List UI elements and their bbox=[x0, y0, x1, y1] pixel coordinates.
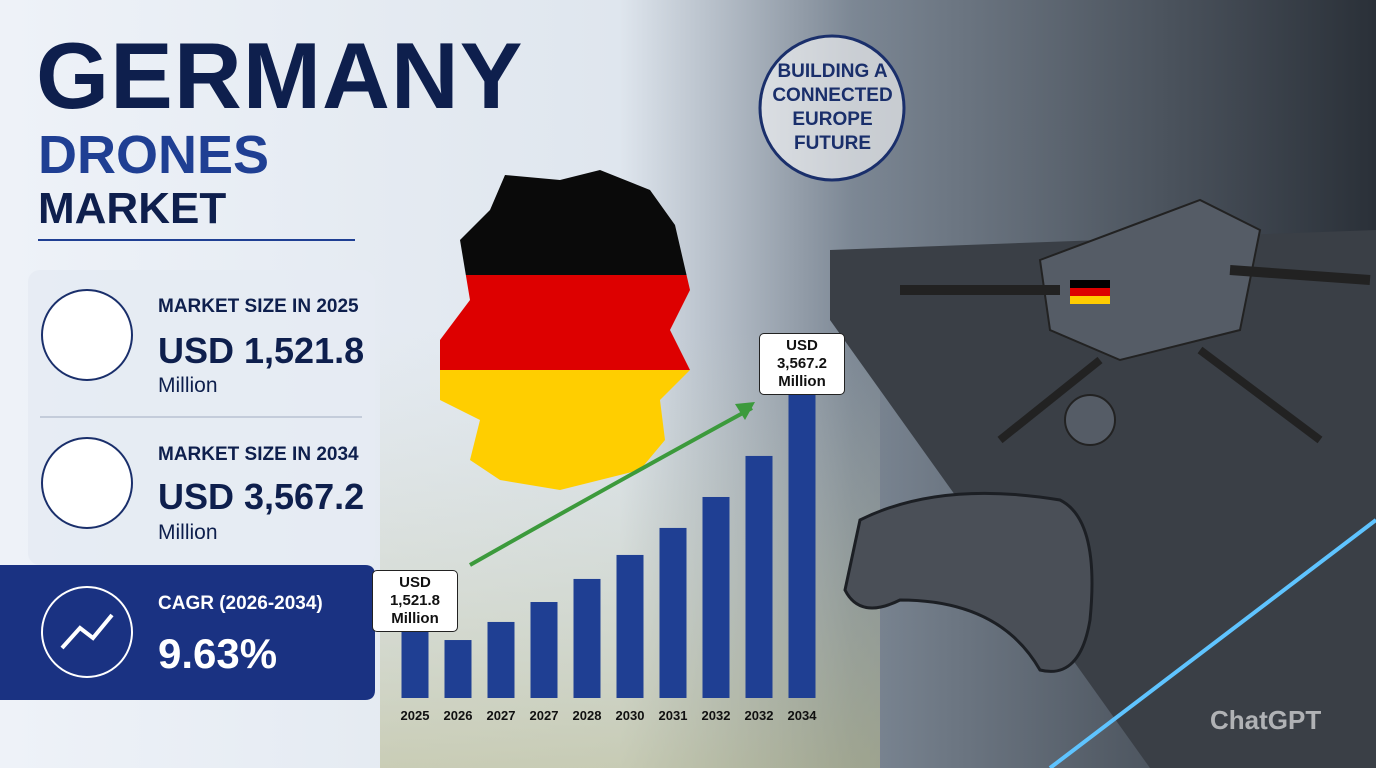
stat-unit: Million bbox=[158, 521, 218, 544]
badge-line: CONNECTED bbox=[772, 85, 893, 106]
bar bbox=[788, 388, 816, 698]
growth-arrow bbox=[469, 406, 753, 567]
x-tick-label: 2028 bbox=[573, 708, 602, 723]
bar bbox=[401, 625, 429, 698]
subtitle: DRONES bbox=[38, 125, 270, 185]
bar bbox=[745, 455, 773, 698]
trend-line bbox=[60, 613, 114, 650]
badge-line: FUTURE bbox=[793, 133, 872, 154]
x-tick-label: 2032 bbox=[745, 708, 774, 723]
bar bbox=[444, 640, 472, 698]
watermark: ChatGPT bbox=[1210, 705, 1322, 735]
trend-icon bbox=[41, 586, 133, 678]
title: GERMANY bbox=[36, 23, 524, 128]
x-tick-label: 2034 bbox=[788, 708, 818, 723]
drone-icon bbox=[41, 289, 133, 381]
x-tick-label: 2031 bbox=[659, 708, 688, 723]
value-label: USD 3,567.2 Million bbox=[759, 332, 845, 395]
flag-black bbox=[1070, 280, 1110, 288]
cagr-panel bbox=[0, 565, 375, 700]
stat-label: MARKET SIZE IN 2025 bbox=[158, 296, 359, 317]
x-tick-label: 2026 bbox=[444, 708, 473, 723]
badge-line: EUROPE bbox=[792, 109, 873, 130]
bar bbox=[659, 527, 687, 698]
pad-glow bbox=[1048, 518, 1376, 768]
arrow-head bbox=[735, 402, 755, 420]
flag-gold bbox=[1070, 296, 1110, 304]
x-tick-label: 2025 bbox=[401, 708, 430, 723]
subtitle: MARKET bbox=[38, 184, 227, 233]
badge-line: BUILDING A bbox=[777, 61, 888, 82]
cagr-value: 9.63% bbox=[158, 630, 278, 677]
bar bbox=[702, 496, 730, 698]
controller bbox=[843, 491, 1094, 673]
bar bbox=[530, 602, 558, 698]
pad bbox=[830, 230, 1376, 768]
x-tick-label: 2030 bbox=[616, 708, 645, 723]
globe-icon bbox=[41, 437, 133, 529]
stat-label: MARKET SIZE IN 2034 bbox=[158, 444, 359, 465]
stat-value: USD 3,567.2 bbox=[158, 476, 365, 517]
stat-value: USD 1,521.8 bbox=[158, 330, 365, 371]
x-tick-label: 2032 bbox=[702, 708, 731, 723]
value-label: USD 1,521.8 Million bbox=[372, 569, 458, 632]
bar bbox=[573, 578, 601, 698]
x-tick-label: 2027 bbox=[487, 708, 516, 723]
badge: BUILDING A CONNECTED EUROPE FUTURE bbox=[770, 60, 895, 156]
badge-circle bbox=[758, 34, 906, 182]
bar-chart: 2025 2026 2027 2027 2028 2030 2031 2032 2032 2034 bbox=[401, 388, 818, 723]
x-tick-label: 2027 bbox=[530, 708, 559, 723]
drone bbox=[900, 198, 1371, 446]
cagr-label: CAGR (2026-2034) bbox=[158, 593, 323, 614]
bar bbox=[616, 554, 644, 698]
flag-red bbox=[1070, 288, 1110, 296]
bar bbox=[487, 621, 515, 698]
stat-unit: Million bbox=[158, 374, 218, 397]
